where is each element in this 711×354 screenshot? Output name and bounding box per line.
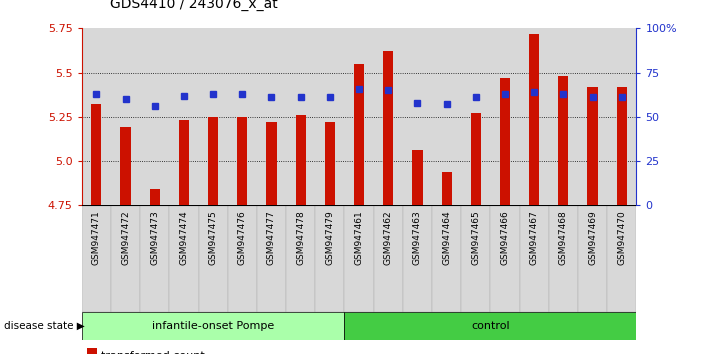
Bar — [549, 28, 578, 205]
Text: GSM947478: GSM947478 — [296, 211, 305, 266]
Bar — [111, 205, 140, 312]
Bar — [228, 28, 257, 205]
Bar — [354, 64, 364, 205]
Text: control: control — [471, 321, 510, 331]
Bar — [461, 28, 491, 205]
Text: GSM947461: GSM947461 — [355, 211, 363, 266]
Bar — [587, 87, 598, 205]
Bar — [315, 28, 344, 205]
Bar — [87, 348, 97, 354]
Text: GSM947471: GSM947471 — [92, 211, 101, 266]
Bar — [344, 28, 374, 205]
Bar — [120, 127, 131, 205]
Bar — [578, 28, 607, 205]
Bar — [461, 205, 491, 312]
Bar — [257, 28, 286, 205]
Bar — [267, 122, 277, 205]
Bar — [403, 28, 432, 205]
Bar — [82, 28, 111, 205]
Bar — [491, 28, 520, 205]
Text: GSM947464: GSM947464 — [442, 211, 451, 265]
Bar — [442, 172, 451, 205]
Bar — [91, 104, 102, 205]
Bar — [616, 87, 627, 205]
Bar — [198, 28, 228, 205]
Text: GSM947477: GSM947477 — [267, 211, 276, 266]
Bar — [383, 51, 393, 205]
Bar — [607, 205, 636, 312]
Bar — [257, 205, 286, 312]
Bar — [296, 115, 306, 205]
Bar — [82, 205, 111, 312]
Bar — [315, 205, 344, 312]
Text: GSM947469: GSM947469 — [588, 211, 597, 266]
Bar — [140, 205, 169, 312]
Bar — [111, 28, 140, 205]
Bar — [374, 205, 403, 312]
Bar — [578, 205, 607, 312]
Text: GSM947466: GSM947466 — [501, 211, 510, 266]
Text: GSM947473: GSM947473 — [150, 211, 159, 266]
Text: GSM947467: GSM947467 — [530, 211, 539, 266]
Bar — [149, 189, 160, 205]
Bar — [344, 205, 374, 312]
Text: GSM947463: GSM947463 — [413, 211, 422, 266]
Text: GSM947472: GSM947472 — [121, 211, 130, 265]
Text: GSM947479: GSM947479 — [326, 211, 334, 266]
Bar — [286, 205, 315, 312]
Text: disease state ▶: disease state ▶ — [4, 321, 85, 331]
Text: GSM947465: GSM947465 — [471, 211, 481, 266]
Bar — [607, 28, 636, 205]
Text: GDS4410 / 243076_x_at: GDS4410 / 243076_x_at — [110, 0, 278, 11]
Bar — [412, 150, 422, 205]
Text: transformed count: transformed count — [101, 351, 205, 354]
Bar — [520, 28, 549, 205]
Bar — [529, 34, 540, 205]
Text: GSM947476: GSM947476 — [237, 211, 247, 266]
Bar — [237, 117, 247, 205]
Bar — [179, 120, 189, 205]
Bar — [140, 28, 169, 205]
Bar — [344, 312, 636, 340]
Bar — [500, 78, 510, 205]
Bar — [432, 28, 461, 205]
Bar — [208, 117, 218, 205]
Bar — [374, 28, 403, 205]
Text: GSM947475: GSM947475 — [208, 211, 218, 266]
Bar — [198, 205, 228, 312]
Bar — [432, 205, 461, 312]
Text: GSM947462: GSM947462 — [384, 211, 392, 265]
Bar — [228, 205, 257, 312]
Bar — [520, 205, 549, 312]
Bar — [549, 205, 578, 312]
Bar — [82, 312, 344, 340]
Bar — [471, 113, 481, 205]
Bar — [403, 205, 432, 312]
Bar — [169, 28, 198, 205]
Bar — [286, 28, 315, 205]
Text: GSM947474: GSM947474 — [179, 211, 188, 265]
Text: GSM947468: GSM947468 — [559, 211, 568, 266]
Bar — [169, 205, 198, 312]
Text: GSM947470: GSM947470 — [617, 211, 626, 266]
Text: infantile-onset Pompe: infantile-onset Pompe — [152, 321, 274, 331]
Bar — [491, 205, 520, 312]
Bar — [325, 122, 335, 205]
Bar — [558, 76, 569, 205]
